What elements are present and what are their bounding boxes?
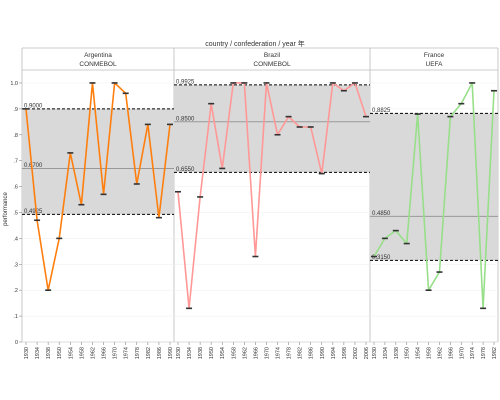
y-tick-label: .6 bbox=[13, 185, 18, 191]
x-tick-label: 1982 bbox=[298, 347, 304, 359]
y-tick-label: .4 bbox=[13, 236, 18, 242]
reference-label-upper: 0.8825 bbox=[372, 108, 391, 114]
x-tick-label: 1938 bbox=[394, 347, 400, 359]
x-tick-label: 1934 bbox=[35, 347, 41, 359]
y-tick-label: .9 bbox=[13, 107, 18, 113]
x-tick-label: 1994 bbox=[331, 347, 337, 359]
x-tick-label: 1990 bbox=[320, 347, 326, 359]
series-line bbox=[177, 82, 367, 310]
x-tick-label: 1966 bbox=[253, 347, 259, 359]
x-tick-label: 1930 bbox=[372, 347, 378, 359]
reference-label-lower: 0.4925 bbox=[24, 209, 43, 215]
reference-band bbox=[370, 113, 498, 261]
y-tick-label: .3 bbox=[13, 262, 18, 268]
x-tick-label: 1970 bbox=[264, 347, 270, 359]
reference-label-mean: 0.8500 bbox=[176, 116, 195, 122]
x-tick-label: 1974 bbox=[124, 347, 130, 359]
x-tick-label: 2006 bbox=[364, 347, 370, 359]
y-tick-label: .5 bbox=[13, 210, 18, 216]
x-tick-label: 1950 bbox=[57, 347, 63, 359]
x-tick-label: 1954 bbox=[416, 347, 422, 359]
x-tick-label: 1950 bbox=[209, 347, 215, 359]
x-tick-label: 1938 bbox=[46, 347, 52, 359]
x-tick-label: 1962 bbox=[437, 347, 443, 359]
x-tick-label: 1954 bbox=[68, 347, 74, 359]
x-tick-label: 1966 bbox=[448, 347, 454, 359]
chart-title: country / confederation / year 年 bbox=[205, 39, 305, 48]
x-tick-label: 1982 bbox=[146, 347, 152, 359]
x-tick-label: 1958 bbox=[427, 347, 433, 359]
y-tick-label: 0 bbox=[15, 340, 18, 346]
series-line bbox=[373, 82, 495, 310]
y-tick-label: 1.0 bbox=[10, 81, 18, 87]
x-tick-label: 1998 bbox=[342, 347, 348, 359]
x-tick-label: 1930 bbox=[176, 347, 182, 359]
y-tick-label: .7 bbox=[13, 159, 18, 165]
reference-label-upper: 0.9925 bbox=[176, 79, 195, 85]
reference-label-lower: 0.6550 bbox=[176, 167, 195, 173]
x-tick-label: 1970 bbox=[459, 347, 465, 359]
panel-country-label: France bbox=[424, 52, 445, 59]
x-tick-label: 1990 bbox=[168, 347, 174, 359]
panel-country-label: Brazil bbox=[264, 52, 281, 59]
x-tick-label: 1958 bbox=[231, 347, 237, 359]
x-tick-label: 1982 bbox=[492, 347, 498, 359]
y-axis-label: performance bbox=[3, 191, 9, 225]
x-tick-label: 1966 bbox=[102, 347, 108, 359]
y-tick-label: .8 bbox=[13, 133, 18, 139]
reference-label-mean: 0.4850 bbox=[372, 211, 391, 217]
x-tick-label: 1938 bbox=[198, 347, 204, 359]
x-tick-label: 1978 bbox=[481, 347, 487, 359]
reference-label-upper: 0.9000 bbox=[24, 103, 43, 109]
x-tick-label: 1986 bbox=[309, 347, 315, 359]
panel-confederation-label: CONMEBOL bbox=[79, 61, 117, 68]
x-tick-label: 1978 bbox=[287, 347, 293, 359]
x-tick-label: 1934 bbox=[383, 347, 389, 359]
reference-label-mean: 0.6700 bbox=[24, 163, 43, 169]
y-tick-label: .1 bbox=[13, 314, 18, 320]
x-tick-label: 1954 bbox=[220, 347, 226, 359]
panel-confederation-label: UEFA bbox=[426, 61, 444, 68]
reference-band bbox=[22, 108, 174, 215]
x-tick-label: 1934 bbox=[187, 347, 193, 359]
x-tick-label: 1930 bbox=[24, 347, 30, 359]
series-line bbox=[25, 82, 171, 291]
x-tick-label: 1962 bbox=[242, 347, 248, 359]
x-tick-label: 1962 bbox=[90, 347, 96, 359]
panel-country-label: Argentina bbox=[84, 52, 112, 59]
x-tick-label: 1974 bbox=[470, 347, 476, 359]
x-tick-label: 1974 bbox=[276, 347, 282, 359]
x-tick-label: 1958 bbox=[79, 347, 85, 359]
reference-label-lower: 0.3150 bbox=[372, 255, 391, 261]
y-tick-label: .2 bbox=[13, 288, 18, 294]
x-tick-label: 1970 bbox=[113, 347, 119, 359]
panel-confederation-label: CONMEBOL bbox=[253, 61, 291, 68]
x-tick-label: 2002 bbox=[353, 347, 359, 359]
panels-layer: 0 .1 .2 .3 .4 .5 .6 .7 .8 .9 1.0 Argentina CONMEBOL 0… bbox=[10, 47, 499, 359]
x-tick-label: 1950 bbox=[405, 347, 411, 359]
x-tick-label: 1978 bbox=[135, 347, 141, 359]
x-tick-label: 1986 bbox=[157, 347, 163, 359]
reference-band bbox=[174, 84, 370, 173]
